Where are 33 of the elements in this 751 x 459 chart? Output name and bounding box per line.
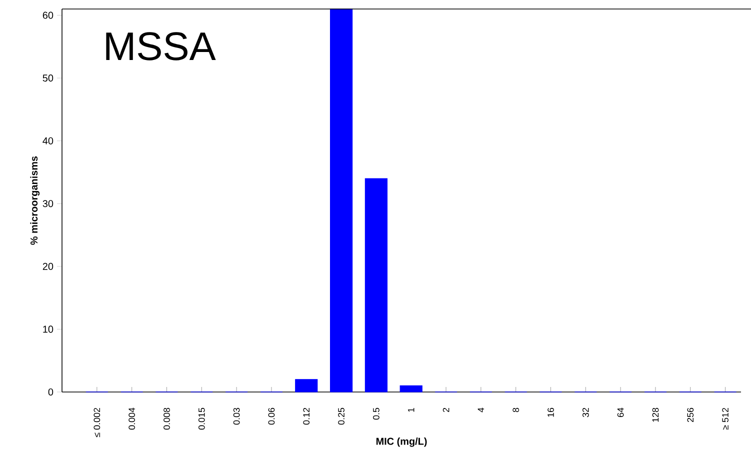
y-axis-title: % microorganisms <box>30 156 40 245</box>
x-tick-label: 16 <box>548 408 554 417</box>
y-tick-label: 30 <box>42 200 54 208</box>
x-tick-label: 0.06 <box>268 408 275 425</box>
y-tick-label: 50 <box>42 74 54 82</box>
y-tick-label: 20 <box>42 262 54 270</box>
y-tick-label: 40 <box>42 137 54 144</box>
y-tick-label: 0 <box>48 388 54 396</box>
x-tick-label: 0.015 <box>198 408 205 430</box>
bar <box>330 8 353 392</box>
bar <box>400 385 422 392</box>
x-tick-label: 0.03 <box>233 408 240 425</box>
x-tick-label: 2 <box>442 408 450 412</box>
x-tick-label: 256 <box>687 408 694 422</box>
x-tick-label: ≥ 512 <box>722 408 728 430</box>
x-tick-label: 1 <box>408 408 414 412</box>
bar <box>364 178 388 392</box>
x-tick-label: 0.12 <box>303 408 310 425</box>
chart-title: MSSA <box>106 32 216 60</box>
x-tick-label: 0.25 <box>338 408 344 425</box>
x-tick-label: 0.004 <box>128 408 136 430</box>
x-tick-label: 0.008 <box>164 408 170 430</box>
y-tick-label: 60 <box>42 12 54 19</box>
x-tick-label: 4 <box>478 408 484 412</box>
x-tick-label: 0.5 <box>373 408 380 420</box>
y-tick-label: 10 <box>43 326 54 333</box>
x-tick-label: 32 <box>582 408 589 418</box>
x-axis-title: MIC (mg/L) <box>376 438 427 447</box>
x-tick-label: 128 <box>652 408 659 422</box>
x-tick-label: 8 <box>512 408 520 412</box>
x-tick-label: ≤ 0.002 <box>94 408 100 438</box>
x-tick-label: 64 <box>617 408 624 418</box>
bar <box>295 379 318 392</box>
